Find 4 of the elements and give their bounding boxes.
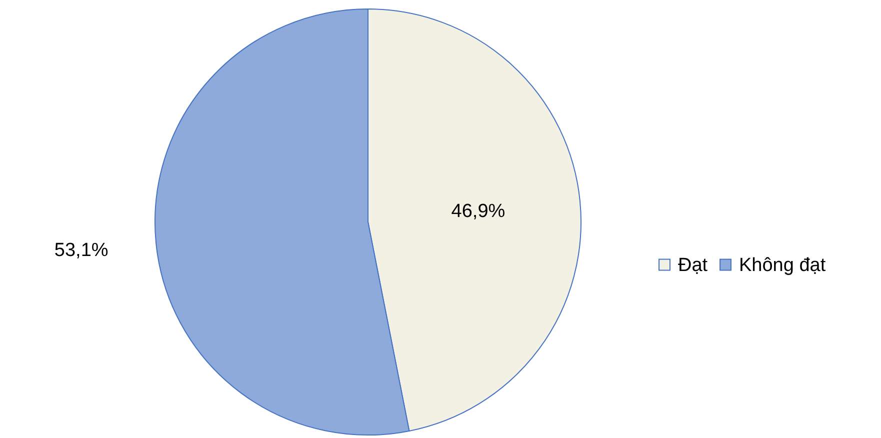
data-label: 46,9% bbox=[451, 201, 506, 222]
data-label: 53,1% bbox=[54, 240, 108, 262]
legend-label: Đạt bbox=[678, 254, 708, 276]
legend-label: Không đạt bbox=[739, 254, 826, 276]
